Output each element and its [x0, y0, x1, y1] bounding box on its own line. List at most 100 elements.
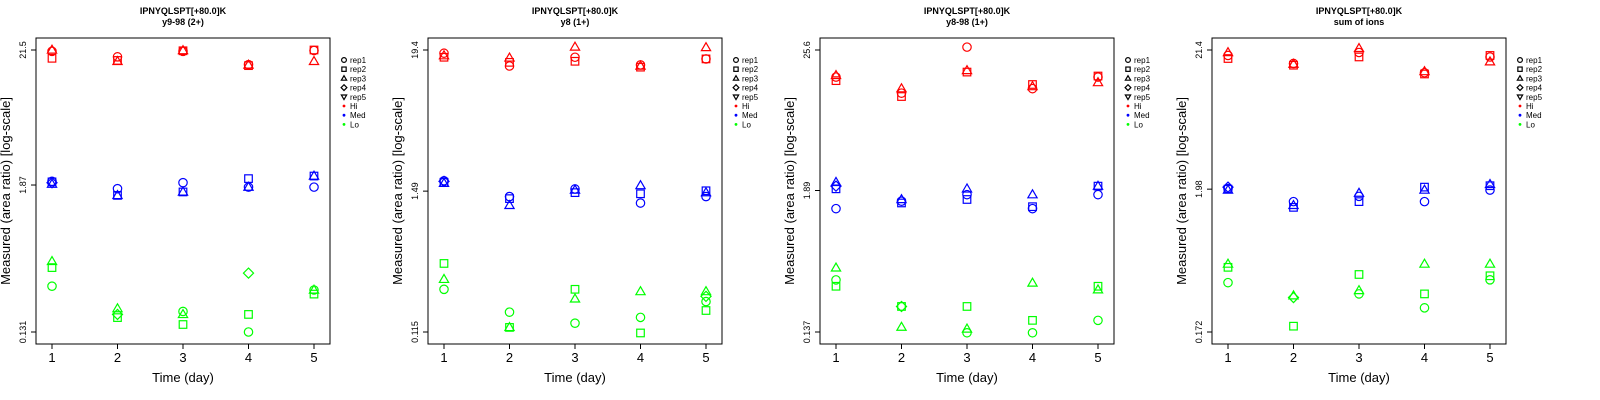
legend-label: rep2	[742, 65, 759, 74]
data-point-lo-rep3	[1484, 258, 1496, 268]
x-axis-label: Time (day)	[544, 370, 606, 385]
x-tick-label: 2	[114, 350, 121, 365]
legend-triangle-down-icon	[1124, 94, 1132, 101]
data-point-lo-rep2	[439, 259, 449, 268]
data-point-hi-rep2	[636, 62, 645, 72]
data-point-lo-rep2	[897, 302, 906, 311]
data-point-lo-rep3	[46, 255, 58, 266]
x-tick-label: 4	[1029, 350, 1036, 365]
chart-panel-1: IPNYQLSPT[+80.0]Ky9-98 (2+) 0.131 1.87 21.5…	[0, 6, 367, 385]
data-point-hi-rep3	[1484, 55, 1496, 66]
legend-diamond-icon	[1516, 83, 1524, 92]
legend-label: rep1	[1526, 56, 1543, 65]
x-tick-label: 5	[1486, 350, 1493, 365]
data-point-lo-rep1	[1093, 315, 1103, 326]
data-point-hi-rep2	[178, 46, 188, 56]
y-tick-label: 1.87	[18, 176, 28, 194]
legend-label: Med	[1526, 111, 1542, 120]
data-point-lo-rep3	[111, 302, 124, 313]
y-tick-label: 19.4	[410, 41, 420, 59]
data-point-med-rep3	[503, 199, 516, 210]
chart-subtitle: y9-98 (2+)	[162, 17, 204, 27]
data-point-hi-rep3	[1092, 76, 1104, 87]
data-point-hi-rep3	[503, 51, 516, 62]
x-tick-label: 5	[310, 350, 317, 365]
data-point-med-rep1	[635, 198, 646, 208]
legend-label: rep5	[742, 93, 759, 102]
data-point-med-rep2	[505, 194, 514, 204]
data-point-hi-rep1	[962, 42, 972, 52]
data-point-hi-rep3	[830, 69, 842, 80]
legend-circle-icon	[341, 56, 348, 63]
data-point-hi-rep3	[700, 41, 712, 52]
data-point-lo-rep1	[1027, 327, 1038, 338]
data-point-lo-rep1	[635, 312, 646, 323]
data-point-lo-rep1	[570, 318, 580, 328]
data-point-med-rep4	[46, 176, 58, 189]
y-tick-label: 0.137	[802, 321, 812, 344]
data-point-med-rep3	[700, 186, 712, 197]
data-point-med-rep3	[1353, 187, 1365, 197]
legend-label: rep2	[350, 65, 367, 74]
data-point-med-rep3	[961, 182, 973, 193]
data-point-med-rep1	[962, 189, 972, 200]
data-point-lo-rep2	[831, 281, 841, 291]
data-point-hi-rep3	[242, 58, 255, 69]
data-point-hi-rep3	[1026, 80, 1039, 91]
y-tick-label: 21.4	[1194, 41, 1204, 59]
data-point-hi-rep3	[1287, 58, 1300, 68]
x-axis-label: Time (day)	[152, 370, 214, 385]
legend-label: Hi	[1134, 102, 1142, 111]
data-point-med-rep2	[962, 195, 972, 204]
data-point-lo-rep2	[178, 320, 188, 329]
x-tick-label: 2	[898, 350, 905, 365]
data-point-lo-rep3	[1092, 283, 1104, 294]
data-point-med-rep3	[1484, 178, 1496, 189]
data-point-lo-rep3	[569, 292, 581, 303]
data-point-lo-rep3	[961, 322, 973, 333]
legend-label: Med	[1134, 111, 1150, 120]
legend-label: Lo	[350, 120, 359, 129]
y-axis-label: Measured (area ratio) [log-scale]	[0, 97, 13, 285]
y-tick-label: 0.131	[18, 321, 28, 344]
data-point-lo-rep2	[1028, 315, 1037, 325]
data-point-hi-rep3	[177, 44, 189, 55]
data-point-hi-rep3	[111, 55, 124, 66]
data-point-lo-rep2	[1485, 271, 1495, 281]
legend-label: rep3	[1134, 74, 1151, 83]
data-point-lo-rep2	[47, 263, 57, 272]
data-point-lo-rep2	[309, 289, 319, 299]
legend-square-icon	[341, 66, 347, 72]
data-point-med-rep4	[1222, 181, 1234, 194]
data-point-med-rep3	[1092, 180, 1104, 190]
data-point-med-rep1	[1288, 196, 1299, 207]
legend-triangle-down-icon	[732, 94, 740, 101]
data-point-lo-rep2	[962, 302, 972, 311]
data-point-lo-rep3	[1026, 276, 1039, 287]
data-point-hi-rep2	[47, 53, 57, 63]
plot-frame	[35, 37, 331, 345]
data-point-lo-rep3	[308, 283, 320, 294]
legend-label: rep2	[1134, 65, 1151, 74]
x-tick-label: 1	[48, 350, 55, 365]
x-axis-label: Time (day)	[1328, 370, 1390, 385]
data-point-med-rep3	[1418, 184, 1431, 194]
legend-label: rep5	[1526, 93, 1543, 102]
data-point-hi-rep3	[46, 43, 58, 54]
x-tick-label: 4	[245, 350, 252, 365]
data-point-hi-rep2	[505, 57, 514, 67]
x-tick-label: 3	[1355, 350, 1362, 365]
x-tick-label: 2	[1290, 350, 1297, 365]
data-point-med-rep3	[634, 179, 647, 190]
data-point-hi-rep3	[1222, 46, 1234, 57]
data-point-lo-rep3	[700, 285, 712, 296]
data-point-med-rep3	[569, 184, 581, 194]
legend-triangle-up-icon	[340, 74, 348, 81]
legend-label: Lo	[1134, 120, 1143, 129]
data-point-med-rep1	[1027, 203, 1038, 214]
data-point-lo-rep3	[1222, 258, 1234, 268]
x-tick-label: 3	[179, 350, 186, 365]
y-tick-label: 0.115	[410, 321, 420, 343]
y-tick-label: 1.89	[802, 182, 812, 200]
